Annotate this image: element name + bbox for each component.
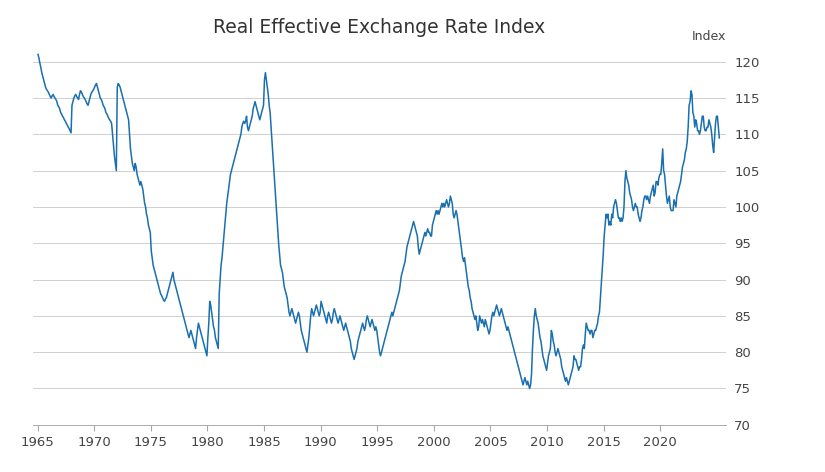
Text: Index: Index (691, 30, 726, 43)
Title: Real Effective Exchange Rate Index: Real Effective Exchange Rate Index (214, 18, 545, 37)
